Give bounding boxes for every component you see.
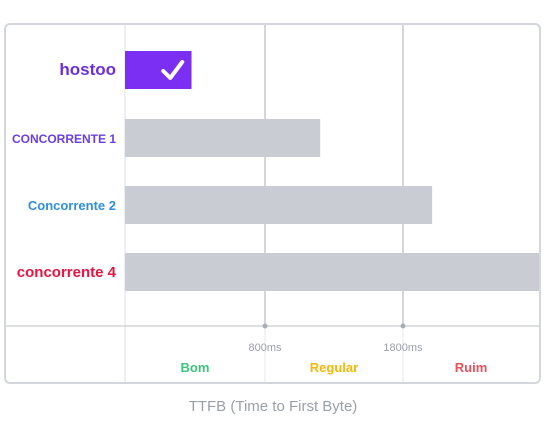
chart-card: 800ms 1800ms Bom Regular Ruim hostoo CONCORREN… bbox=[4, 23, 541, 384]
x-tick-label-2: 1800ms bbox=[383, 342, 423, 354]
x-axis-title: TTFB (Time to First Byte) bbox=[188, 398, 358, 415]
x-tick-marker-2 bbox=[400, 323, 406, 329]
bar-2 bbox=[125, 119, 321, 157]
check-icon bbox=[161, 60, 185, 80]
ttfb-bar-chart: 800ms 1800ms Bom Regular Ruim hostoo CONCORREN… bbox=[6, 25, 539, 382]
zone-label-regular: Regular bbox=[310, 360, 358, 375]
category-label-2: CONCORRENTE 1 bbox=[12, 132, 116, 146]
x-tick-marker-1 bbox=[262, 323, 268, 329]
bar-1 bbox=[125, 51, 192, 89]
bar-3 bbox=[125, 186, 433, 224]
zone-label-bom: Bom bbox=[181, 360, 210, 375]
category-label-3: Concorrente 2 bbox=[28, 198, 116, 213]
x-tick-label-1: 800ms bbox=[248, 342, 282, 354]
zone-label-ruim: Ruim bbox=[455, 360, 488, 375]
category-label-4: concorrente 4 bbox=[17, 264, 117, 281]
brand-logo-label: hostoo bbox=[59, 60, 116, 79]
bar-4 bbox=[125, 253, 539, 291]
